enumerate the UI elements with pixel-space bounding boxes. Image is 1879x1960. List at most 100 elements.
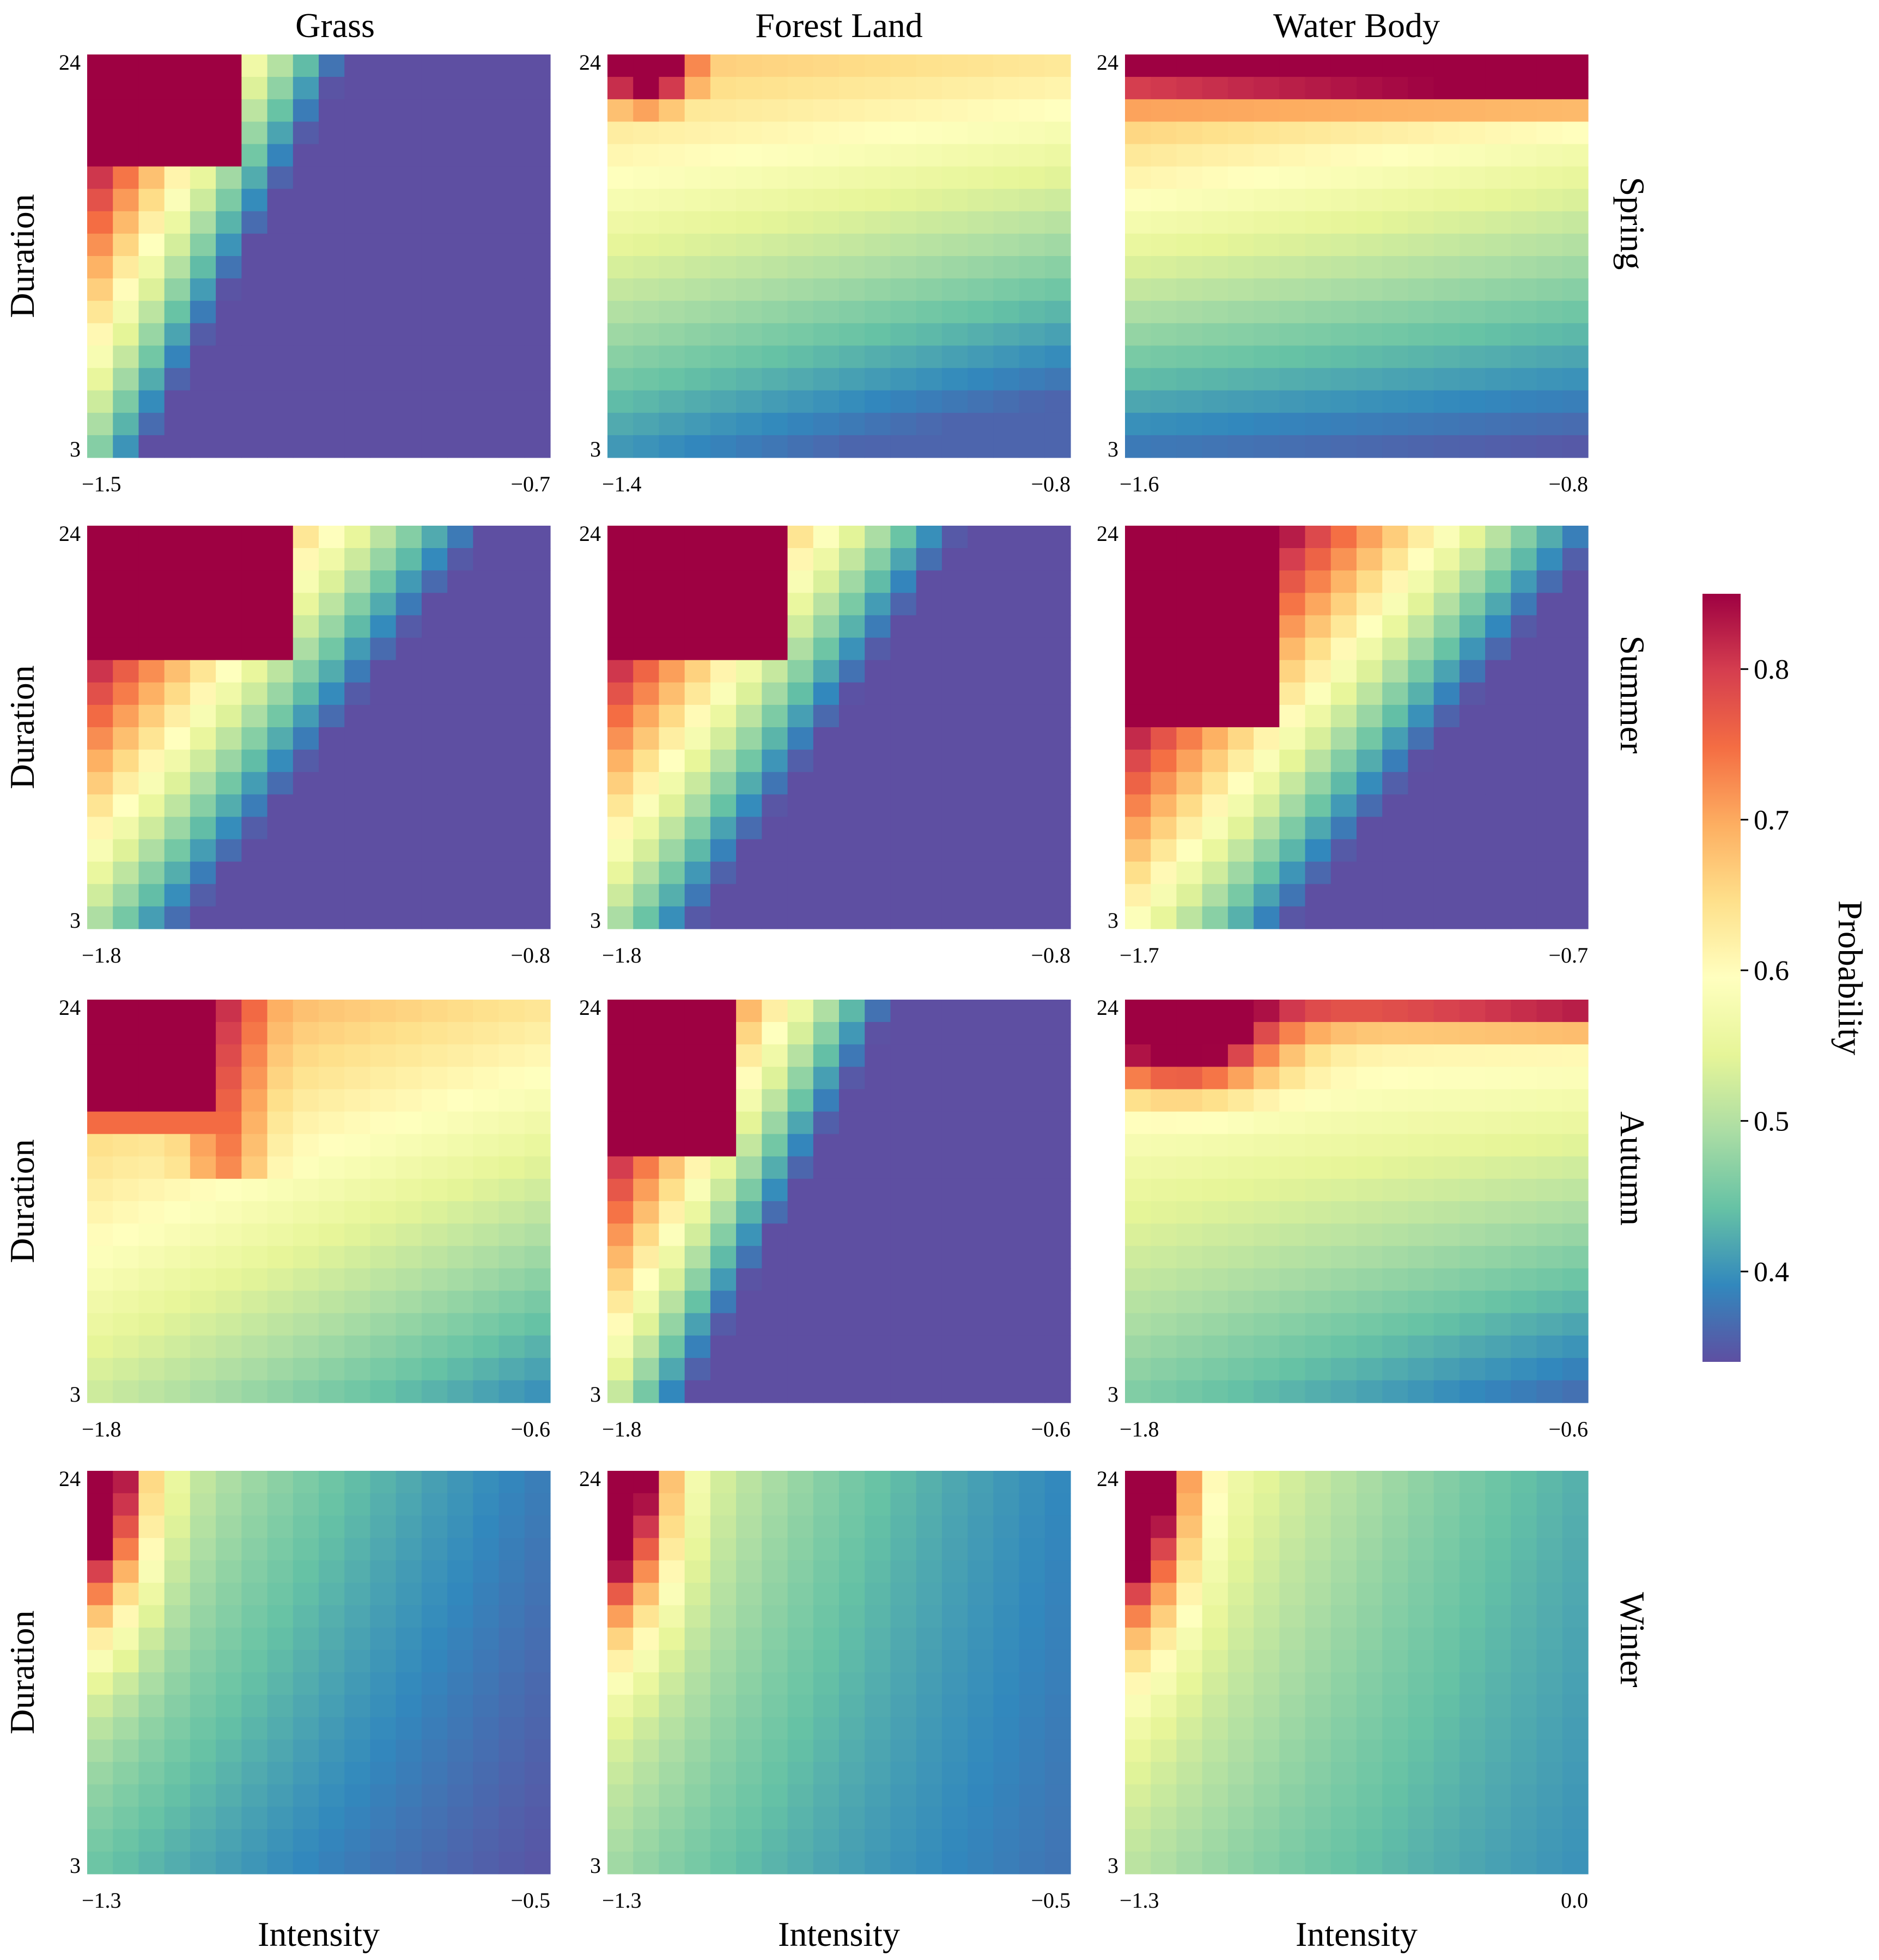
heatmap-cell [684,1246,711,1269]
heatmap-cell [216,1268,242,1292]
heatmap-cell [113,861,139,885]
heatmap-cell [1151,1291,1177,1314]
heatmap-cell [370,1515,397,1538]
heatmap-cell [1176,1560,1203,1584]
heatmap-cell [1125,1851,1151,1874]
heatmap-cell [498,1672,525,1695]
heatmap-cell [865,1739,891,1763]
heatmap-cell [1176,660,1203,683]
heatmap-cell [87,884,113,907]
heatmap-cell [370,77,397,100]
heatmap-cell [865,1000,891,1022]
heatmap-cell [993,1560,1020,1584]
heatmap-cell [498,278,525,301]
panel-autumn-forest-land: 243−1.8 −0.6 [579,995,1071,1441]
heatmap-cell [267,301,294,324]
heatmap-cell [190,211,216,234]
heatmap-cell [1485,278,1511,301]
heatmap-cell [344,637,371,661]
heatmap-cell [293,1246,319,1269]
heatmap-cell [447,166,473,190]
heatmap-cell [421,1605,448,1628]
heatmap-cell [865,188,891,212]
heatmap-cell [241,1022,268,1045]
heatmap-cell [524,906,551,929]
heatmap-cell [319,1560,345,1584]
heatmap-cell [1151,861,1177,885]
heatmap-cell [968,211,994,234]
heatmap-cell [839,1246,865,1269]
heatmap-cell [916,1044,942,1067]
heatmap-cell [1408,772,1434,795]
heatmap-cell [113,1672,139,1695]
heatmap-cell [684,1335,711,1359]
heatmap-cell [839,1806,865,1830]
heatmap-cell [1227,794,1254,818]
heatmap-cell [1562,1335,1589,1359]
heatmap-cell [1433,1067,1460,1090]
heatmap-cell [1485,1538,1511,1561]
heatmap-cell [1357,144,1383,167]
heatmap-cell [524,1784,551,1807]
heatmap-cell [839,1067,865,1090]
heatmap-cell [1485,727,1511,750]
heatmap-cell [968,682,994,705]
heatmap-cell [473,615,500,638]
heatmap-cell [607,1471,634,1494]
heatmap-cell [1202,1224,1229,1246]
heatmap-cell [710,1246,737,1269]
heatmap-cell [1357,1358,1383,1381]
heatmap-cell [370,1044,397,1067]
heatmap-cell [190,1178,216,1202]
heatmap-cell [1459,278,1486,301]
heatmap-cell [1485,1224,1511,1246]
heatmap-cell [993,1717,1020,1740]
heatmap-cell [1408,750,1434,772]
heatmap-cell [1227,144,1254,167]
heatmap-cell [659,99,685,122]
heatmap-cell [941,1067,968,1090]
heatmap-cell [1044,1201,1071,1224]
heatmap-cell [87,1380,113,1403]
heatmap-cell [762,188,788,212]
heatmap-cell [293,1358,319,1381]
heatmap-cell [736,1335,762,1359]
heatmap-cell [993,727,1020,750]
heatmap-cell [710,1089,737,1112]
heatmap-cell [968,1538,994,1561]
heatmap-cell [813,368,840,391]
heatmap-cell [138,570,165,593]
heatmap-cell [1305,1582,1331,1606]
heatmap-cell [1151,704,1177,728]
heatmap-cell [684,1538,711,1561]
heatmap-cell [659,1649,685,1673]
heatmap-cell [762,1380,788,1403]
heatmap-cell [813,1627,840,1651]
heatmap-cell [890,1178,917,1202]
heatmap-cell [190,839,216,862]
heatmap-cell [421,794,448,818]
heatmap-cell [1151,1784,1177,1807]
heatmap-cell [1536,435,1563,458]
heatmap-cell [473,323,500,346]
heatmap-cell [1151,1224,1177,1246]
heatmap-cell [396,1851,422,1874]
heatmap-cell [813,906,840,929]
heatmap-cell [293,54,319,77]
heatmap-cell [968,1224,994,1246]
heatmap-cell [1382,1605,1409,1628]
heatmap-cell [941,839,968,862]
heatmap-cell [684,390,711,413]
heatmap-cell [890,1201,917,1224]
heatmap-cell [344,345,371,369]
heatmap-cell [1485,1806,1511,1830]
heatmap-cell [1305,435,1331,458]
heatmap-cell [1202,682,1229,705]
heatmap-cell [1305,1380,1331,1403]
heatmap-cell [138,1806,165,1830]
heatmap-cell [421,1762,448,1785]
heatmap-cell [1536,211,1563,234]
heatmap-cell [659,345,685,369]
heatmap-cell [524,1471,551,1494]
heatmap-cell [762,861,788,885]
